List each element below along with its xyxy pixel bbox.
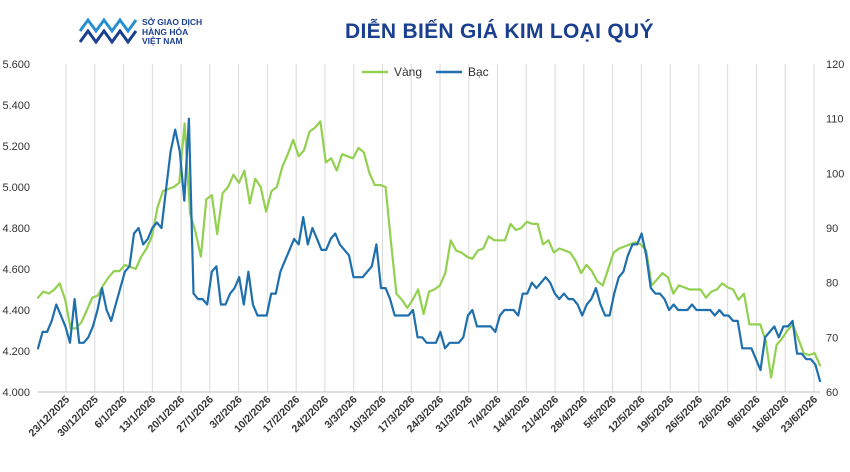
logo-text: SỞ GIAO DỊCH HÀNG HÓA VIỆT NAM (142, 17, 203, 47)
y-left-tick-label: 5.200 (2, 141, 30, 153)
y-left-tick-label: 5.600 (2, 59, 30, 71)
logo-line-1: SỞ GIAO DỊCH (142, 17, 203, 27)
y-left-tick-label: 4.800 (2, 223, 30, 235)
y-right-tick-label: 100 (826, 168, 844, 180)
y-right-tick-label: 110 (826, 114, 844, 126)
legend-label: Bạc (468, 65, 489, 79)
y-right-tick-label: 120 (826, 59, 844, 71)
logo-line-3: VIỆT NAM (142, 36, 183, 46)
logo-mark-icon (78, 17, 138, 45)
legend-label: Vàng (394, 65, 422, 79)
page-title: DIỄN BIẾN GIÁ KIM LOẠI QUÝ (345, 20, 654, 43)
y-left-tick-label: 4.400 (2, 305, 30, 317)
brand-logo (78, 14, 218, 54)
legend: Vàng Bạc (362, 65, 489, 79)
y-right-tick-label: 90 (826, 223, 838, 235)
y-left-tick-label: 4.000 (2, 387, 30, 399)
logo-line-2: HÀNG HÓA (142, 26, 189, 37)
x-axis: 23/12/202530/12/20256/1/202613/1/202620/… (26, 391, 820, 439)
y-left-tick-label: 5.000 (2, 182, 30, 194)
y-left-tick-label: 4.200 (2, 346, 30, 358)
y-right-tick-label: 80 (826, 278, 838, 290)
series-line-vang (36, 120, 822, 379)
y-right-tick-label: 60 (826, 387, 838, 399)
y-left-tick-label: 4.600 (2, 264, 30, 276)
y-axis-right: 60 70 80 90 100 110 120 (826, 59, 844, 399)
y-axis-left: 4.000 4.200 4.400 4.600 4.800 5.000 5.200 5.400… (2, 59, 30, 399)
series-lines (36, 117, 822, 383)
series-line-bac (36, 117, 822, 383)
grid-lines (65, 64, 815, 392)
y-right-tick-label: 70 (826, 332, 838, 344)
y-left-tick-label: 5.400 (2, 100, 30, 112)
